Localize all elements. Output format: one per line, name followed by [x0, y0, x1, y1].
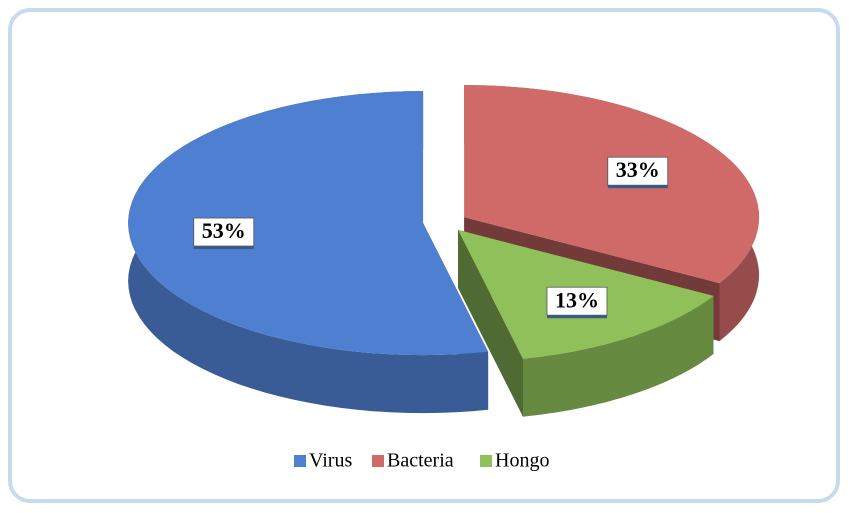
- legend-swatch: [372, 455, 384, 467]
- data-label-text: 53%: [202, 218, 246, 243]
- legend-label: Bacteria: [387, 450, 454, 472]
- data-label: 13%: [546, 286, 608, 319]
- slice-side: [458, 229, 523, 417]
- slice-wall: [523, 295, 714, 417]
- slice: [128, 91, 489, 414]
- legend-swatch: [294, 455, 306, 467]
- slice-top: [128, 91, 489, 356]
- data-label-shadow: [546, 315, 607, 319]
- data-label: 33%: [607, 156, 669, 189]
- data-label-text: 33%: [616, 157, 660, 182]
- data-label-box: [607, 156, 669, 186]
- legend-label: Virus: [309, 450, 352, 472]
- data-label-shadow: [193, 246, 254, 250]
- legend-swatch: [480, 455, 492, 467]
- data-label-box: [193, 217, 255, 247]
- data-label: 53%: [193, 217, 255, 250]
- legend-label: Hongo: [495, 450, 549, 472]
- chart-frame: [8, 8, 840, 503]
- data-label-shadow: [607, 185, 668, 189]
- data-label-text: 13%: [555, 287, 599, 312]
